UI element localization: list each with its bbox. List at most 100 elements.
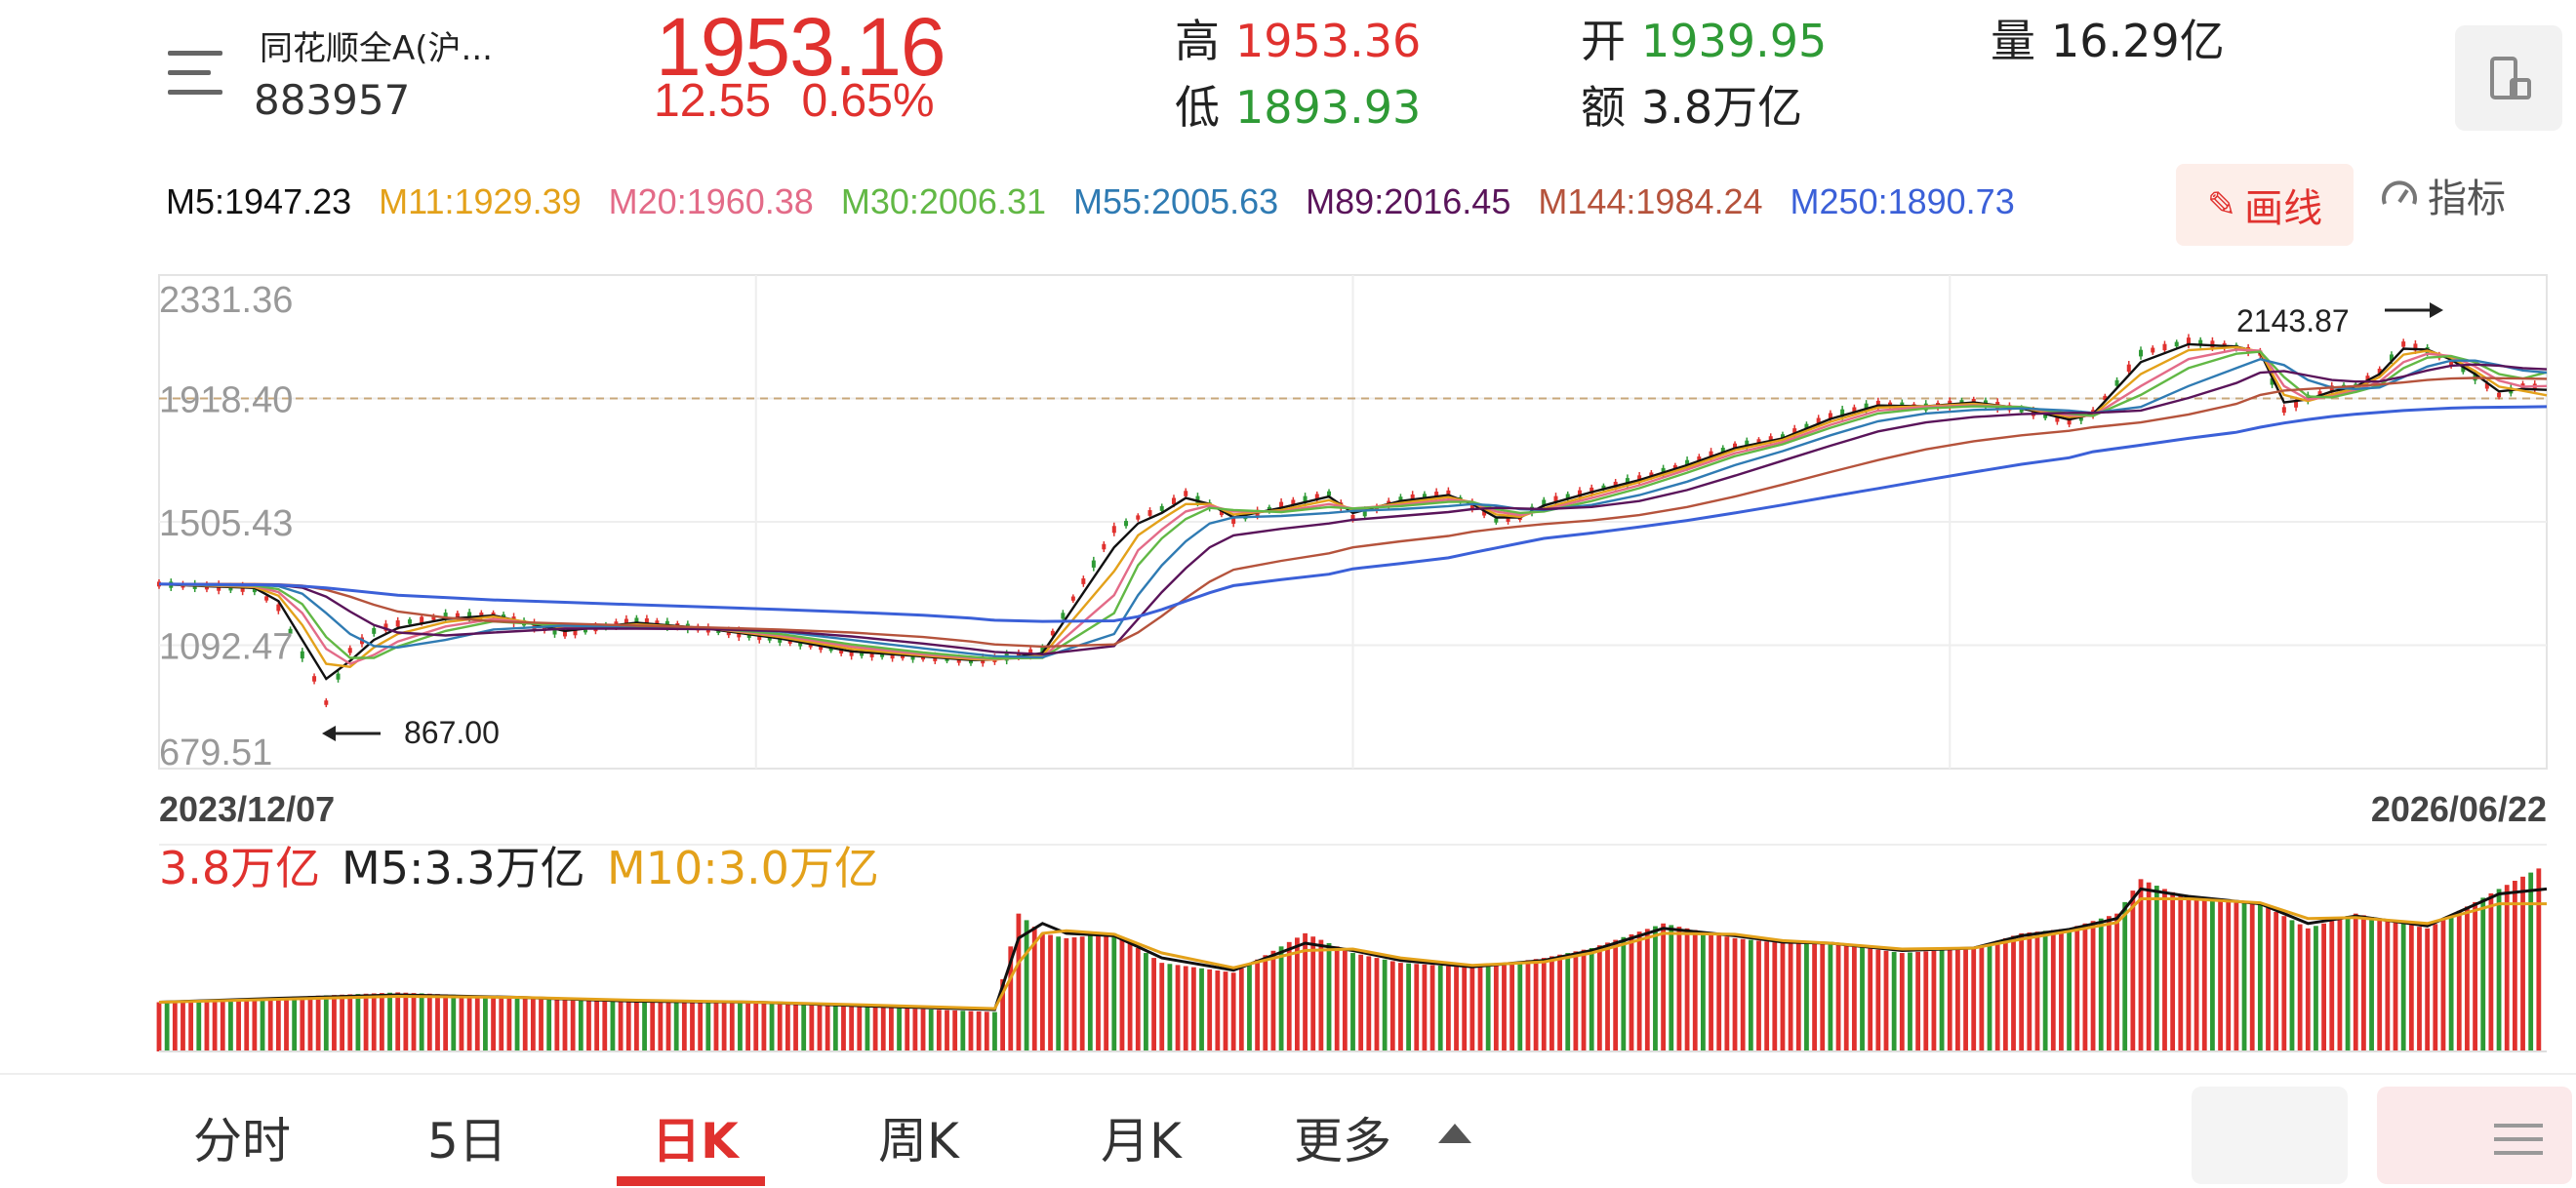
volume-bar xyxy=(1533,959,1539,1051)
volume-bar xyxy=(1270,950,1276,1051)
volume-bar xyxy=(1860,947,1865,1051)
tab-more[interactable]: 更多 xyxy=(1294,1113,1391,1169)
caret-up-icon[interactable] xyxy=(1438,1124,1471,1143)
volume-bar xyxy=(1525,960,1531,1051)
volume-bar xyxy=(1573,951,1579,1051)
volume-bar xyxy=(897,1008,902,1051)
candle-body xyxy=(443,613,448,620)
candle-body xyxy=(1482,510,1487,516)
candle-body xyxy=(1091,560,1096,568)
candle-body xyxy=(1625,478,1630,486)
candle-body xyxy=(1314,494,1319,499)
low-stat: 低 1893.93 xyxy=(1175,72,1421,137)
volume-bar xyxy=(1676,927,1682,1051)
volume-bar xyxy=(1031,927,1037,1051)
volume-bar xyxy=(2408,925,2414,1051)
volume-bar xyxy=(395,992,401,1051)
volume-bar xyxy=(539,998,543,1051)
volume-bar xyxy=(1756,940,1761,1051)
volume-bar xyxy=(1485,965,1491,1051)
bottom-action-button[interactable] xyxy=(2192,1087,2348,1184)
draw-line-button[interactable]: ✎ 画线 xyxy=(2176,164,2354,246)
period-tabs: 分时 5日 日K 周K 月K 更多 xyxy=(0,1073,2576,1188)
volume-bar xyxy=(849,1006,855,1051)
volume-bar xyxy=(817,1005,823,1051)
volume-bar xyxy=(514,997,520,1051)
volume-bar xyxy=(252,998,258,1051)
volume-bar xyxy=(1008,946,1014,1051)
volume-bar xyxy=(443,994,449,1051)
kline-chart[interactable]: 2331.36 1918.40 1505.43 1092.47 679.51 2143.8… xyxy=(0,0,2576,1073)
tab-5day[interactable]: 5日 xyxy=(427,1113,507,1169)
tab-weekly-k[interactable]: 周K xyxy=(878,1113,959,1169)
volume-bar xyxy=(379,993,384,1051)
volume-bar xyxy=(466,995,472,1051)
volume-bar xyxy=(419,993,424,1051)
tab-intraday[interactable]: 分时 xyxy=(193,1113,291,1169)
volume-bar xyxy=(1358,954,1364,1051)
volume-bar xyxy=(1190,967,1196,1051)
ma-label-4: M55:2005.63 xyxy=(1073,181,1279,221)
candle-body xyxy=(431,615,436,620)
volume-bar xyxy=(1303,932,1308,1051)
volume-bar xyxy=(1477,967,1483,1051)
candle-body xyxy=(1649,472,1654,478)
volume-bar xyxy=(2178,895,2184,1051)
candle-body xyxy=(264,596,269,601)
candle-body xyxy=(2174,341,2179,347)
volume-bar xyxy=(832,1005,838,1051)
open-value: 1939.95 xyxy=(1641,15,1828,67)
volume-bar xyxy=(491,996,496,1051)
volume-bar xyxy=(2130,891,2136,1051)
volume-bar xyxy=(984,1011,989,1051)
gauge-icon xyxy=(2382,180,2417,205)
candle-body xyxy=(1061,613,1066,619)
volume-bar xyxy=(2456,910,2462,1051)
volume-bar xyxy=(1437,965,1443,1051)
bottom-menu-button[interactable] xyxy=(2377,1087,2572,1184)
volume-bar xyxy=(1716,934,1722,1051)
volume-bar xyxy=(801,1004,807,1051)
volume-bar xyxy=(2074,926,2080,1051)
volume-bar xyxy=(1899,953,1905,1051)
candle-body xyxy=(1768,436,1773,443)
min-arrow-head xyxy=(322,726,336,741)
volume-bar xyxy=(1709,932,1713,1051)
volume-bar xyxy=(968,1010,974,1051)
amount-value: 3.8万亿 xyxy=(1641,81,1803,134)
volume-bar xyxy=(1223,971,1228,1051)
candle-body xyxy=(1362,509,1367,517)
volume-bar xyxy=(1557,954,1562,1051)
volume-bar xyxy=(1875,949,1881,1051)
tab-monthly-k[interactable]: 月K xyxy=(1101,1113,1182,1169)
candle-body xyxy=(573,628,578,636)
indicator-button[interactable]: 指标 xyxy=(2377,166,2506,224)
volume-bar xyxy=(1780,942,1786,1051)
candle-body xyxy=(644,618,649,626)
tab-daily-k[interactable]: 日K xyxy=(652,1113,739,1169)
volume-bar xyxy=(1804,942,1809,1051)
candle-body xyxy=(1279,501,1284,509)
landscape-toggle-button[interactable] xyxy=(2455,25,2562,131)
volume-bar xyxy=(729,1002,735,1051)
volume-bar xyxy=(690,1002,695,1051)
indicator-label: 指标 xyxy=(2428,177,2506,221)
candle-body xyxy=(1195,495,1200,503)
candle-body xyxy=(1327,491,1332,496)
volume-bar xyxy=(2226,901,2232,1051)
volume-bar xyxy=(426,993,432,1051)
volume-bar xyxy=(2257,903,2263,1051)
candle-body xyxy=(1756,439,1761,444)
volume-bar xyxy=(260,998,265,1051)
volume-m10-label: M10:3.0万亿 xyxy=(607,842,879,894)
volume-bar xyxy=(244,998,250,1051)
volume-bar xyxy=(920,1009,926,1051)
volume-bar xyxy=(363,993,369,1051)
candle-body xyxy=(532,621,537,629)
y-tick-label: 679.51 xyxy=(159,733,272,773)
volume-bar xyxy=(371,993,377,1051)
volume-bar xyxy=(705,1002,711,1051)
menu-icon[interactable] xyxy=(168,51,226,99)
volume-bar xyxy=(1820,942,1826,1051)
